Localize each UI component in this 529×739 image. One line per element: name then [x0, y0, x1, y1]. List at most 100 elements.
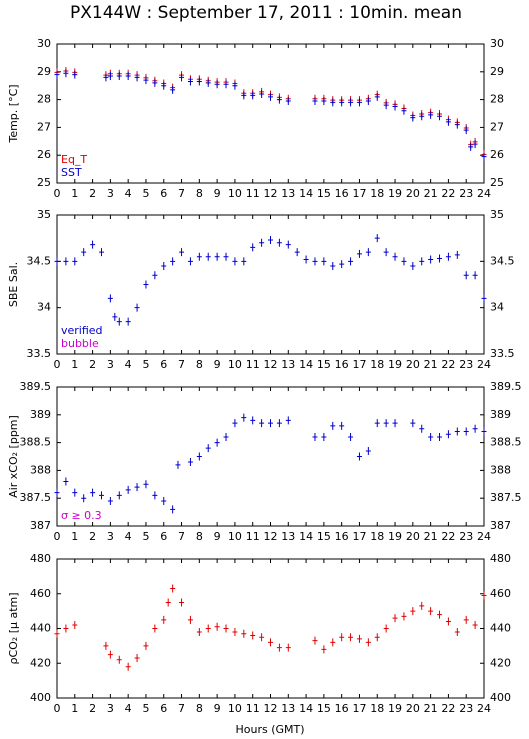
- x-tick-label: 2: [89, 187, 96, 200]
- data-point: [72, 488, 78, 497]
- data-point: [285, 96, 291, 105]
- y-axis-label: Air xCO₂ [ppm]: [7, 415, 20, 498]
- x-tick-label: 16: [335, 187, 349, 200]
- data-point: [196, 452, 202, 461]
- annotation: σ ≥ 0.3: [61, 509, 102, 522]
- data-point: [152, 491, 158, 500]
- data-point: [321, 433, 327, 442]
- y-tick-label: 400: [30, 691, 51, 704]
- y-tick-label-right: 389.5: [490, 380, 522, 393]
- x-tick-label: 14: [299, 358, 313, 371]
- x-tick-label: 17: [352, 702, 366, 715]
- legend-entry: SST: [61, 166, 82, 179]
- data-point: [187, 458, 193, 467]
- data-point: [463, 615, 469, 624]
- x-tick-label: 2: [89, 530, 96, 543]
- x-tick-label: 4: [125, 530, 132, 543]
- data-point: [63, 477, 69, 486]
- data-point: [223, 252, 229, 261]
- x-tick-label: 24: [477, 187, 491, 200]
- plot-frame: [56, 558, 485, 699]
- y-tick-label: 388.5: [20, 436, 52, 449]
- data-point: [116, 71, 122, 80]
- x-tick-label: 21: [424, 358, 438, 371]
- x-tick-label: 23: [459, 702, 473, 715]
- y-tick-label-right: 387: [490, 519, 511, 532]
- data-point: [392, 614, 398, 623]
- y-tick-label: 34.5: [27, 254, 52, 267]
- data-point: [312, 636, 318, 645]
- x-tick-label: 3: [107, 187, 114, 200]
- y-tick-label: 28: [37, 93, 51, 106]
- data-point: [250, 243, 256, 252]
- x-tick-label: 6: [160, 187, 167, 200]
- x-tick-label: 9: [214, 187, 221, 200]
- data-point: [454, 627, 460, 636]
- x-tick-label: 5: [142, 358, 149, 371]
- data-point: [134, 483, 140, 492]
- data-point: [125, 317, 131, 326]
- data-point: [232, 419, 238, 428]
- y-tick-label-right: 28: [490, 93, 504, 106]
- y-tick-label-right: 26: [490, 148, 504, 161]
- x-tick-label: 1: [71, 187, 78, 200]
- data-point: [437, 433, 443, 442]
- data-point: [481, 152, 487, 161]
- data-point: [365, 638, 371, 647]
- y-tick-label: 460: [30, 587, 51, 600]
- data-point: [241, 257, 247, 266]
- data-point: [392, 419, 398, 428]
- data-point: [54, 257, 60, 266]
- y-axis-label: ρCO₂ [μ atm]: [7, 592, 20, 664]
- data-point: [187, 257, 193, 266]
- data-point: [428, 433, 434, 442]
- x-tick-label: 6: [160, 530, 167, 543]
- data-point: [365, 96, 371, 105]
- x-tick-label: 15: [317, 187, 331, 200]
- data-point: [312, 257, 318, 266]
- data-point: [112, 312, 118, 321]
- data-point: [374, 633, 380, 642]
- data-point: [410, 261, 416, 270]
- data-point: [152, 624, 158, 633]
- data-point: [134, 73, 140, 82]
- x-tick-label: 11: [246, 530, 260, 543]
- x-tick-label: 0: [54, 702, 61, 715]
- data-point: [401, 612, 407, 621]
- x-tick-label: 18: [370, 187, 384, 200]
- x-tick-label: 1: [71, 358, 78, 371]
- data-point: [392, 102, 398, 111]
- data-point: [72, 70, 78, 79]
- x-tick-label: 12: [264, 187, 278, 200]
- data-point: [81, 494, 87, 503]
- y-tick-label-right: 25: [490, 176, 504, 189]
- data-point: [401, 106, 407, 115]
- data-point: [125, 662, 131, 671]
- x-tick-label: 0: [54, 530, 61, 543]
- data-point: [383, 624, 389, 633]
- data-point: [330, 98, 336, 107]
- chart-title: PX144W : September 17, 2011 : 10min. mea…: [70, 3, 462, 23]
- x-tick-label: 9: [214, 530, 221, 543]
- data-point: [250, 416, 256, 425]
- x-tick-label: 12: [264, 530, 278, 543]
- data-point: [285, 240, 291, 249]
- x-tick-label: 20: [406, 358, 420, 371]
- data-point: [161, 496, 167, 505]
- data-point: [330, 261, 336, 270]
- data-point: [410, 607, 416, 616]
- data-point: [116, 491, 122, 500]
- data-point: [214, 622, 220, 631]
- data-point: [410, 113, 416, 122]
- data-point: [330, 421, 336, 430]
- data-point: [339, 98, 345, 107]
- data-point: [428, 255, 434, 264]
- x-tick-label: 18: [370, 702, 384, 715]
- data-point: [223, 624, 229, 633]
- data-point: [54, 629, 60, 638]
- data-point: [383, 419, 389, 428]
- data-point: [196, 627, 202, 636]
- data-point: [383, 248, 389, 257]
- data-point: [410, 419, 416, 428]
- x-tick-label: 0: [54, 358, 61, 371]
